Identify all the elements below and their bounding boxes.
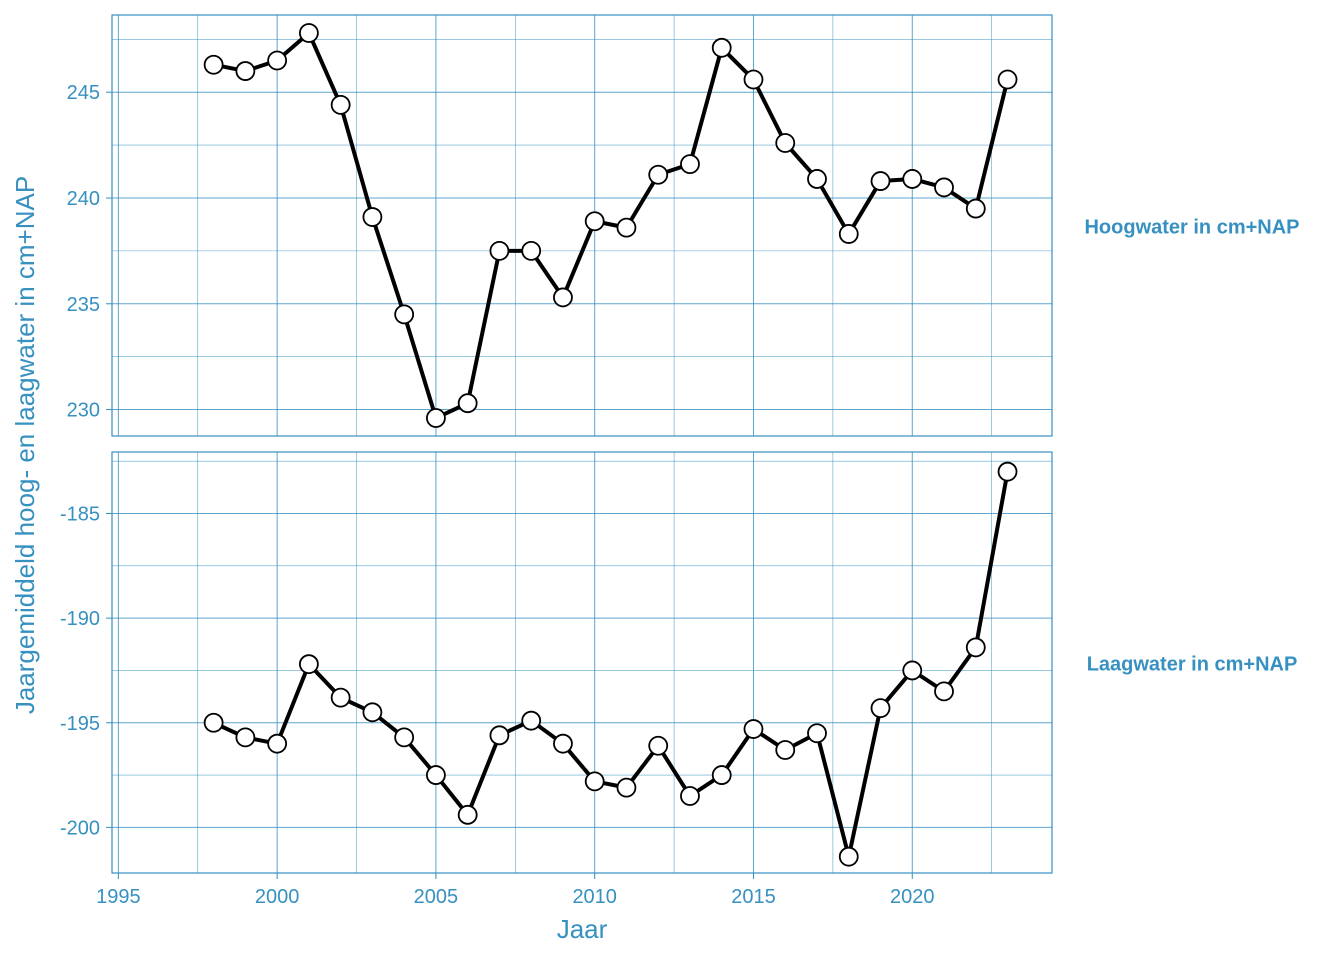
data-point [521,240,542,261]
panel-grid [112,15,1052,436]
panel-strip-label: Hoogwater in cm+NAP [1084,217,1299,239]
data-point [203,54,224,75]
series-line [212,471,1010,859]
data-point [584,771,605,792]
data-point [394,727,415,748]
y-tick-label: 240 [67,188,100,210]
data-point [838,224,859,244]
data-point [267,733,288,754]
x-tick-label: 2020 [890,886,935,908]
x-tick-label: 2000 [255,886,300,908]
data-point [965,198,986,219]
data-point [553,287,573,308]
panel-strip-label: Laagwater in cm+NAP [1087,654,1298,676]
panel-border [111,451,1053,874]
panel-border [111,14,1053,437]
data-point [902,169,923,189]
data-point [616,777,637,798]
data-point [330,95,351,115]
data-point [870,171,891,191]
data-point [743,719,764,739]
data-point [394,304,415,325]
x-axis-title: Jaar [557,914,608,944]
data-point [489,725,510,746]
data-point [680,786,700,806]
data-point [330,687,351,708]
data-point [457,804,478,825]
data-point [267,50,288,71]
data-point [934,681,954,702]
x-axis: 1995 2000 2005 2010 2015 2020 [96,873,935,908]
data-point [648,164,669,185]
data-point [362,702,383,723]
data-point [457,393,478,414]
data-point [298,654,319,675]
panel-1: 230 235 240 245 Hoogwater in cm+NAP [67,14,1300,437]
data-point [521,710,542,731]
data-point [235,61,256,81]
y-tick-label: 235 [67,294,100,316]
x-tick-label: 1995 [96,886,141,908]
y-tick-label: 245 [67,82,100,104]
data-point [616,217,637,238]
y-tick-label: -190 [60,608,100,630]
data-point [807,723,827,744]
data-point [235,727,256,748]
data-point [553,733,573,754]
series-line [213,30,1010,421]
data-point [489,240,510,261]
data-point [203,712,224,733]
data-point [680,154,700,175]
data-point [426,765,446,785]
panel-2: -200 -195 -190 -185 Laagwater in cm+NAP [60,451,1298,874]
data-point [362,207,383,227]
data-point [902,660,923,681]
data-point [584,211,605,232]
y-tick-label: -200 [60,817,100,839]
data-point [965,637,986,658]
x-tick-label: 2010 [572,886,617,908]
data-point [743,69,764,90]
panel-grid [112,452,1052,873]
y-tick-label: -185 [60,504,100,526]
data-point [775,133,796,153]
data-point [298,23,319,43]
y-tick-label: -195 [60,713,100,735]
data-point [934,177,954,198]
data-point [807,169,827,189]
data-point [838,846,859,867]
data-point [711,765,732,785]
data-point [711,37,732,58]
data-point [997,69,1018,90]
x-tick-label: 2015 [731,886,776,908]
data-point [426,408,446,428]
x-tick-label: 2005 [414,886,459,908]
y-axis-title: Jaargemiddeld hoog- en laagwater in cm+N… [10,176,40,714]
data-point [775,740,796,760]
y-tick-label: 230 [67,400,100,422]
data-point [648,735,669,756]
data-point [870,698,891,719]
data-point [997,461,1018,482]
